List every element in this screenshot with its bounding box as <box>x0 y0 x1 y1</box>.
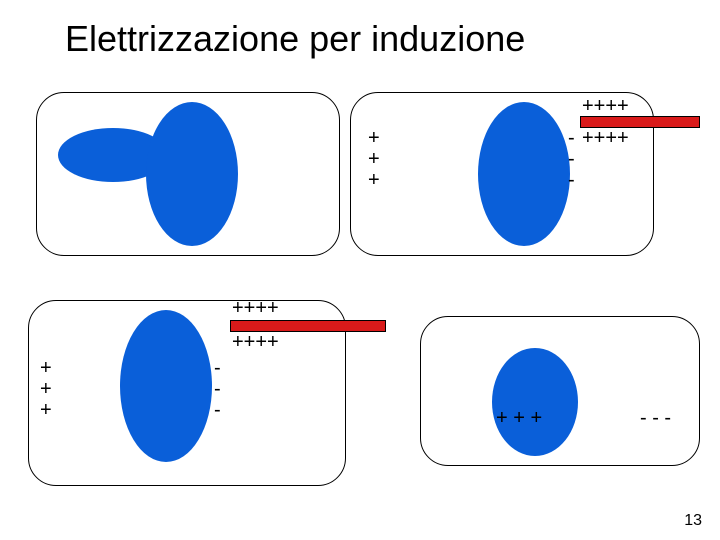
charge-label-8: ++++ <box>232 332 279 353</box>
charge-label-1: + + + <box>368 128 380 191</box>
charge-label-10: - - - <box>640 408 671 429</box>
charge-label-7: ++++ <box>232 298 279 319</box>
slide-number: 13 <box>684 512 702 530</box>
ellipse-3 <box>478 102 570 246</box>
charge-label-4: ++++ <box>582 128 629 149</box>
charge-label-3: ++++ <box>582 96 629 117</box>
slide-title: Elettrizzazione per induzione <box>65 18 525 60</box>
charge-label-9: + + + <box>496 408 542 429</box>
ellipse-2 <box>146 102 238 246</box>
charge-label-6: - - - <box>214 358 221 421</box>
charge-label-2: - - - <box>568 128 575 191</box>
ellipse-4 <box>120 310 212 462</box>
ellipse-5 <box>492 348 578 456</box>
charge-label-5: + + + <box>40 358 52 421</box>
